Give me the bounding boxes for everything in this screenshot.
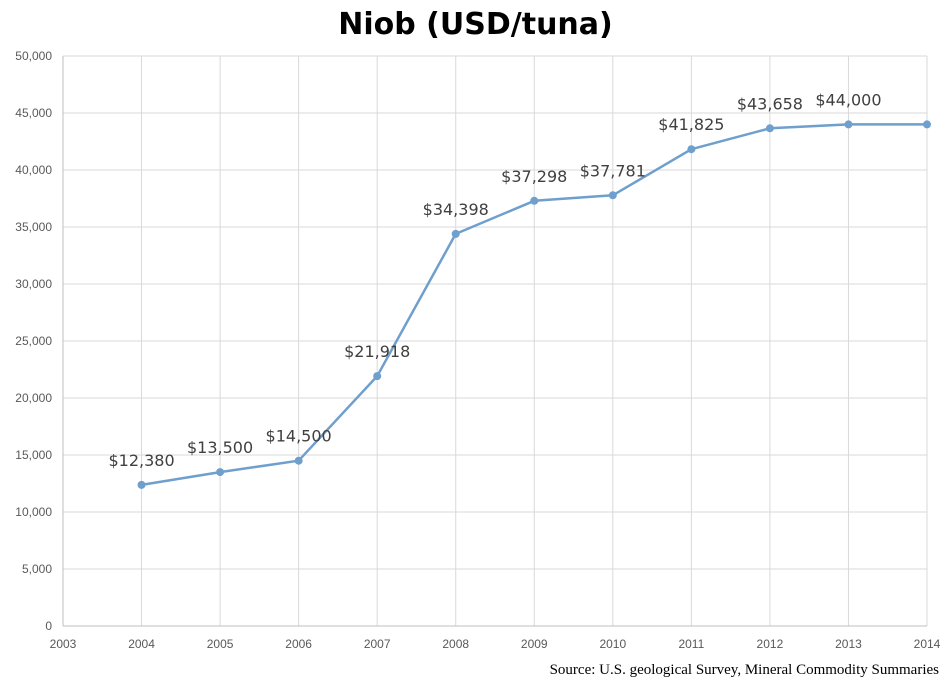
y-tick-label: 0 [45, 619, 52, 633]
y-tick-label: 40,000 [15, 163, 52, 177]
data-label: $41,825 [658, 115, 724, 134]
x-tick-label: 2012 [757, 637, 784, 651]
data-point [294, 456, 303, 465]
y-tick-label: 20,000 [15, 391, 52, 405]
data-point [530, 196, 539, 205]
y-tick-label: 10,000 [15, 505, 52, 519]
data-label: $43,658 [737, 94, 803, 113]
y-tick-label: 50,000 [15, 49, 52, 63]
y-tick-label: 5,000 [22, 562, 52, 576]
source-note: Source: U.S. geological Survey, Mineral … [549, 662, 939, 678]
y-tick-label: 45,000 [15, 106, 52, 120]
x-tick-label: 2014 [914, 637, 941, 651]
y-tick-label: 25,000 [15, 334, 52, 348]
x-tick-label: 2013 [835, 637, 862, 651]
chart-title: Niob (USD/tuna) [338, 7, 613, 42]
data-label: $12,380 [108, 451, 174, 470]
data-point [923, 120, 931, 129]
x-tick-label: 2011 [678, 637, 704, 651]
data-point [687, 145, 696, 154]
data-point [608, 191, 617, 200]
y-tick-label: 15,000 [15, 448, 52, 462]
data-point [216, 468, 225, 477]
x-tick-label: 2010 [599, 637, 626, 651]
data-label: $34,398 [423, 200, 489, 219]
data-label: $37,781 [580, 161, 646, 180]
y-tick-label: 30,000 [15, 277, 52, 291]
data-point [451, 229, 460, 238]
x-tick-label: 2009 [521, 637, 548, 651]
data-label: $37,298 [501, 167, 567, 186]
data-label: $21,918 [344, 342, 410, 361]
data-point [373, 372, 382, 381]
x-tick-label: 2008 [442, 637, 469, 651]
data-label: $13,500 [187, 438, 253, 457]
y-tick-label: 35,000 [15, 220, 52, 234]
x-tick-label: 2003 [50, 637, 77, 651]
data-point [137, 480, 146, 489]
data-label: $44,000 [815, 90, 881, 109]
x-tick-label: 2007 [364, 637, 391, 651]
data-point [844, 120, 853, 129]
x-tick-label: 2006 [285, 637, 312, 651]
x-tick-label: 2004 [128, 637, 155, 651]
data-label: $14,500 [266, 427, 332, 446]
data-point [765, 124, 774, 133]
x-tick-label: 2005 [207, 637, 234, 651]
